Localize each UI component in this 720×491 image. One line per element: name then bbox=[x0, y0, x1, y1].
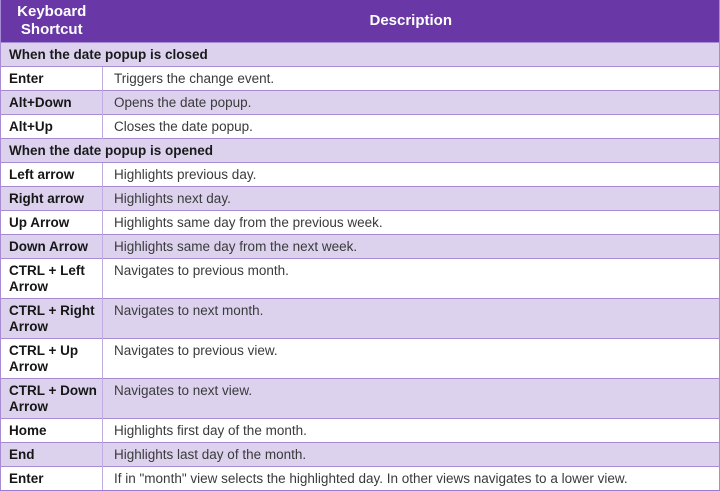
description-cell: Navigates to previous view. bbox=[102, 337, 720, 378]
table-row: Up Arrow Highlights same day from the pre… bbox=[0, 209, 720, 234]
description-cell: Highlights first day of the month. bbox=[102, 417, 720, 442]
shortcut-cell: CTRL + Right Arrow bbox=[0, 297, 103, 338]
table-row: Left arrow Highlights previous day. bbox=[0, 161, 720, 186]
shortcut-cell: Left arrow bbox=[0, 161, 103, 186]
description-cell: Highlights next day. bbox=[102, 185, 720, 210]
description-cell: Highlights previous day. bbox=[102, 161, 720, 186]
description-cell: Navigates to next month. bbox=[102, 297, 720, 338]
description-cell: Highlights same day from the previous we… bbox=[102, 209, 720, 234]
description-cell: Navigates to next view. bbox=[102, 377, 720, 418]
description-cell: If in "month" view selects the highlight… bbox=[102, 465, 720, 491]
shortcut-cell: CTRL + Up Arrow bbox=[0, 337, 103, 378]
shortcut-cell: Up Arrow bbox=[0, 209, 103, 234]
section-row: When the date popup is opened bbox=[0, 137, 720, 162]
shortcut-cell: CTRL + Down Arrow bbox=[0, 377, 103, 418]
table-row: Down Arrow Highlights same day from the n… bbox=[0, 233, 720, 258]
table-row: CTRL + Left Arrow Navigates to previous m… bbox=[0, 257, 720, 298]
description-cell: Triggers the change event. bbox=[102, 65, 720, 90]
shortcut-cell: Right arrow bbox=[0, 185, 103, 210]
table-row: Enter Triggers the change event. bbox=[0, 65, 720, 90]
table-row: Right arrow Highlights next day. bbox=[0, 185, 720, 210]
section-label: When the date popup is opened bbox=[0, 137, 720, 162]
section-label: When the date popup is closed bbox=[0, 41, 720, 66]
description-cell: Highlights last day of the month. bbox=[102, 441, 720, 466]
shortcut-cell: Down Arrow bbox=[0, 233, 103, 258]
description-cell: Opens the date popup. bbox=[102, 89, 720, 114]
shortcut-cell: Enter bbox=[0, 65, 103, 90]
table-row: Enter If in "month" view selects the high… bbox=[0, 465, 720, 491]
table-row: CTRL + Right Arrow Navigates to next mont… bbox=[0, 297, 720, 338]
column-header-description: Description bbox=[102, 0, 720, 42]
table-row: CTRL + Down Arrow Navigates to next view. bbox=[0, 377, 720, 418]
shortcut-cell: Alt+Up bbox=[0, 113, 103, 138]
shortcut-cell: Home bbox=[0, 417, 103, 442]
column-header-keyboard-shortcut: Keyboard Shortcut bbox=[0, 0, 103, 42]
table-row: Alt+Down Opens the date popup. bbox=[0, 89, 720, 114]
shortcut-cell: End bbox=[0, 441, 103, 466]
shortcut-cell: Enter bbox=[0, 465, 103, 491]
table-body: When the date popup is closed Enter Trigge… bbox=[0, 41, 720, 491]
section-row: When the date popup is closed bbox=[0, 41, 720, 66]
shortcut-cell: CTRL + Left Arrow bbox=[0, 257, 103, 298]
table-row: End Highlights last day of the month. bbox=[0, 441, 720, 466]
description-cell: Closes the date popup. bbox=[102, 113, 720, 138]
description-cell: Navigates to previous month. bbox=[102, 257, 720, 298]
shortcut-cell: Alt+Down bbox=[0, 89, 103, 114]
description-cell: Highlights same day from the next week. bbox=[102, 233, 720, 258]
table-header-row: Keyboard Shortcut Description bbox=[0, 0, 720, 42]
table-row: CTRL + Up Arrow Navigates to previous vie… bbox=[0, 337, 720, 378]
table-row: Home Highlights first day of the month. bbox=[0, 417, 720, 442]
table-row: Alt+Up Closes the date popup. bbox=[0, 113, 720, 138]
